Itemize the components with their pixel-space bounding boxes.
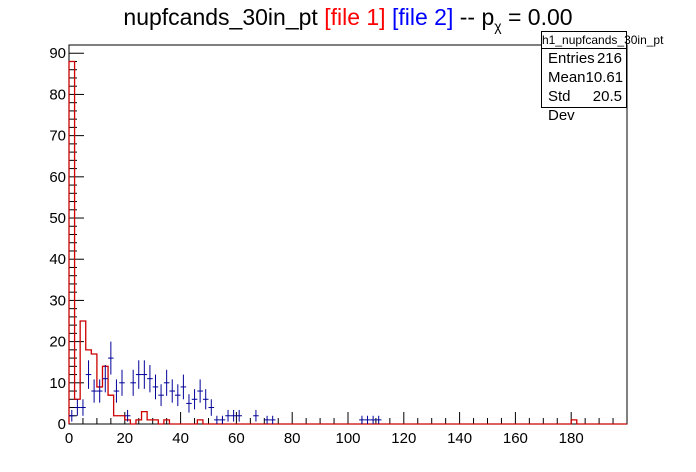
y-tick-label: 70 bbox=[49, 128, 66, 145]
stats-std-label: Std Dev bbox=[548, 88, 575, 124]
x-tick-label: 20 bbox=[116, 430, 133, 447]
stats-row-std: Std Dev 20.5 bbox=[542, 87, 626, 124]
series-file2 bbox=[69, 341, 382, 424]
x-tick-label: 180 bbox=[559, 430, 584, 447]
series-file2-point bbox=[130, 369, 136, 396]
series-file2-point bbox=[225, 409, 231, 422]
title-file1: [file 1] bbox=[324, 4, 386, 30]
stats-row-entries: Entries 216 bbox=[542, 49, 626, 68]
series-file2-point bbox=[152, 374, 159, 400]
series-file2-point bbox=[359, 415, 365, 424]
series-file2-point bbox=[91, 379, 97, 403]
title-file2: [file 2] bbox=[391, 4, 454, 30]
series-file2-point bbox=[197, 379, 203, 403]
stats-mean-label: Mean bbox=[548, 69, 586, 86]
x-tick-label: 40 bbox=[172, 430, 189, 447]
series-file2-point bbox=[375, 415, 382, 424]
series-file2-point bbox=[191, 389, 198, 410]
x-tick-label: 120 bbox=[391, 430, 416, 447]
series-file2-point bbox=[141, 360, 148, 389]
y-tick-label: 50 bbox=[49, 210, 66, 227]
stats-box: h1_nupfcands_30in_pt Entries 216 Mean 10… bbox=[541, 31, 664, 124]
series-file2-point bbox=[175, 384, 181, 407]
x-tick-label: 80 bbox=[284, 430, 301, 447]
series-file2-point bbox=[80, 399, 86, 416]
y-tick-label: 20 bbox=[49, 334, 66, 351]
title-main: nupfcands_30in_pt bbox=[123, 4, 318, 30]
series-file2-point bbox=[269, 415, 276, 424]
series-file2-point bbox=[108, 341, 114, 375]
x-tick-label: 0 bbox=[65, 430, 73, 447]
stats-std-value: 20.5 bbox=[592, 88, 622, 105]
series-file2-point bbox=[158, 384, 164, 407]
series-file2-point bbox=[135, 360, 142, 389]
series-file2-point bbox=[202, 389, 209, 410]
series-file2-point bbox=[113, 379, 120, 403]
series-file2-point bbox=[163, 369, 170, 396]
title-eq: = 0.00 bbox=[501, 4, 573, 30]
series-file2-point bbox=[69, 409, 75, 422]
series-file2-point bbox=[74, 399, 81, 416]
series-file2-point bbox=[96, 379, 103, 403]
series-file2-point bbox=[219, 415, 226, 424]
x-tick-label: 100 bbox=[335, 430, 360, 447]
y-tick-label: 30 bbox=[49, 292, 66, 309]
y-tick-label: 60 bbox=[49, 169, 66, 186]
series-file2-point bbox=[180, 374, 187, 400]
series-file1-line bbox=[68, 60, 627, 425]
stats-entries-value: 216 bbox=[596, 50, 622, 67]
stats-name: h1_nupfcands_30in_pt bbox=[542, 33, 664, 49]
series-file2-point bbox=[119, 369, 125, 396]
series-file2-point bbox=[124, 409, 131, 422]
x-tick-label: 160 bbox=[503, 430, 528, 447]
series-file2-point bbox=[253, 409, 259, 422]
x-tick-label: 140 bbox=[447, 430, 472, 447]
series-file2-point bbox=[169, 379, 176, 403]
y-tick-label: 40 bbox=[49, 251, 66, 268]
series-file2-point bbox=[236, 409, 242, 422]
stats-mean-value: 10.61 bbox=[585, 69, 624, 86]
series-file2-point bbox=[364, 415, 371, 424]
x-tick-label: 60 bbox=[228, 430, 245, 447]
series-file1 bbox=[68, 60, 627, 425]
chart-title: nupfcands_30in_pt [file 1] [file 2] -- p… bbox=[0, 4, 696, 34]
title-sep: -- p bbox=[453, 4, 495, 30]
y-tick-label: 90 bbox=[49, 45, 66, 62]
series-file2-point bbox=[186, 394, 192, 413]
series-file2-point bbox=[264, 415, 270, 424]
series-file2-point bbox=[147, 365, 153, 393]
series-file2-point bbox=[85, 360, 92, 389]
series-file2-point bbox=[370, 415, 376, 424]
series-file2-point bbox=[208, 399, 215, 416]
stats-row-mean: Mean 10.61 bbox=[542, 68, 626, 87]
stats-entries-label: Entries bbox=[548, 50, 595, 67]
y-tick-label: 80 bbox=[49, 86, 66, 103]
series-file2-point bbox=[214, 415, 220, 424]
title-chi: χ bbox=[494, 18, 502, 34]
series-file2-point bbox=[102, 365, 109, 393]
y-tick-label: 0 bbox=[58, 416, 66, 433]
y-tick-label: 10 bbox=[49, 375, 66, 392]
series-file2-point bbox=[230, 409, 237, 422]
